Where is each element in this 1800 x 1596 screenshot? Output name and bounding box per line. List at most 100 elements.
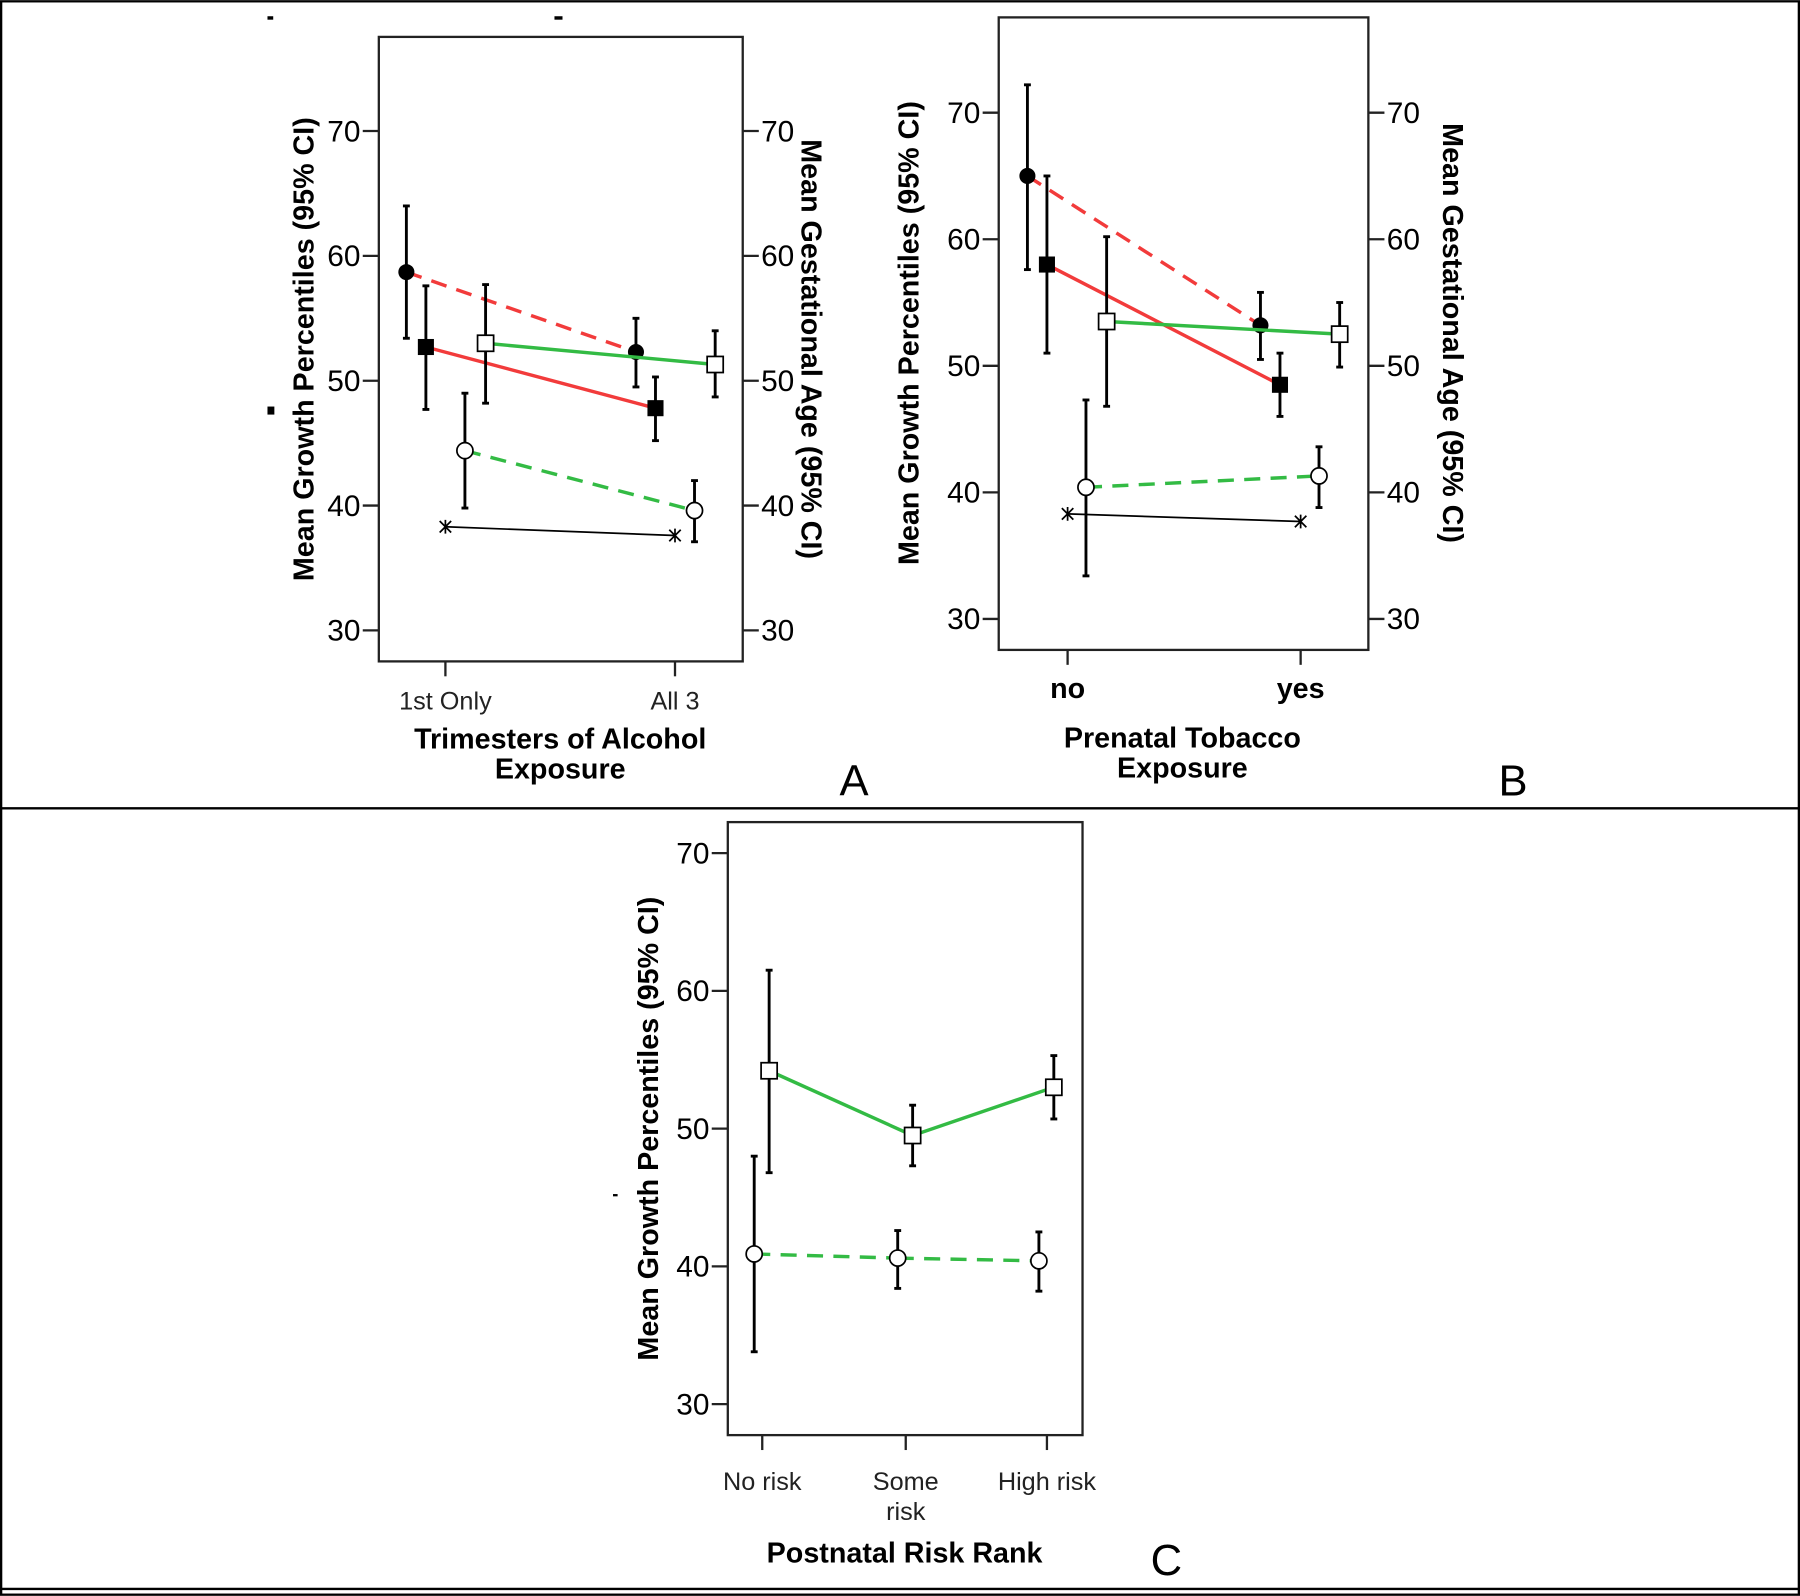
data-point: [760, 1061, 779, 1080]
y2-tick-label: 50: [1387, 350, 1420, 383]
series-line: [485, 341, 716, 367]
y-tick-label: 70: [947, 97, 980, 130]
y2-tick-label: 50: [761, 365, 794, 398]
series-line: [1106, 319, 1340, 336]
y2-tick-label: 70: [1387, 97, 1420, 130]
artifact-mark: [554, 16, 563, 20]
data-point: [1019, 167, 1036, 184]
data-point: [476, 334, 495, 353]
y-tick-label: 70: [327, 115, 360, 148]
panel-a-chart: 30 40 50 60 70 30 40 50 60 70 1st Only All 3: [327, 35, 794, 716]
y2-tick-label: 40: [1387, 477, 1420, 510]
data-point: [1077, 478, 1095, 497]
series-red-dashed-filled-circle: [1019, 83, 1269, 361]
data-point: [1294, 514, 1307, 529]
panel-b-x-axis-title-line2: Exposure: [1117, 752, 1248, 784]
data-point: [417, 338, 434, 356]
x-tick-label: no: [1050, 673, 1085, 705]
series-line: [1085, 474, 1320, 490]
data-point: [456, 441, 474, 460]
series-line: [425, 345, 656, 410]
y2-tick-label: 70: [761, 115, 794, 148]
series-green-dashed-open-circle: [745, 1154, 1048, 1354]
x-tick-label: All 3: [650, 688, 699, 716]
data-point: [1061, 506, 1074, 521]
series-line: [912, 1085, 1055, 1138]
panel-b-y-axis-title: Mean Growth Percentiles (95% CI): [893, 101, 925, 565]
y2-tick-label: 30: [761, 615, 794, 648]
series-green-dashed-open-circle: [456, 391, 704, 544]
series-green-solid-open-square: [1097, 235, 1349, 408]
data-point: [1271, 376, 1289, 393]
series-line: [1026, 174, 1262, 327]
x-tick-label: risk: [886, 1498, 926, 1526]
y-tick-label: 50: [676, 1113, 709, 1146]
y-tick-label: 30: [327, 615, 360, 648]
x-tick-label: Some: [873, 1468, 939, 1496]
y-tick-label: 70: [676, 837, 709, 870]
panel-b-label: B: [1498, 758, 1527, 806]
y-tick-label: 30: [947, 603, 980, 636]
artifact-mark: [267, 16, 274, 20]
series-line: [445, 525, 676, 537]
series-green-dashed-open-circle: [1077, 398, 1328, 578]
panel-c-y-axis-title: Mean Growth Percentiles (95% CI): [633, 897, 665, 1361]
data-point: [1044, 1078, 1063, 1097]
series-green-solid-open-square: [476, 283, 725, 405]
data-point: [1330, 325, 1349, 344]
y-tick-label: 40: [676, 1251, 709, 1284]
series-line: [768, 1069, 914, 1138]
series-line: [464, 448, 695, 513]
y2-tick-label: 60: [761, 240, 794, 273]
y-tick-label: 50: [947, 350, 980, 383]
series-red-solid-filled-square: [417, 284, 664, 443]
artifact-mark: [613, 1194, 618, 1197]
panel-a-label: A: [840, 758, 869, 806]
data-point: [647, 400, 664, 417]
data-point: [439, 519, 452, 534]
series-line: [1067, 513, 1301, 523]
panel-a-y2-axis-title: Mean Gestational Age (95% CI): [794, 139, 826, 559]
data-point: [1310, 467, 1328, 485]
y2-tick-label: 40: [761, 490, 794, 523]
y-tick-label: 30: [676, 1388, 709, 1421]
panel-a-x-axis-title-line2: Exposure: [495, 753, 626, 785]
data-point: [398, 264, 415, 281]
panel-b-chart: 30 40 50 60 70 30 40 50 60 70 no yes: [947, 16, 1420, 705]
data-point: [903, 1126, 922, 1145]
x-tick-label: 1st Only: [399, 688, 492, 716]
artifact-mark: [267, 406, 275, 415]
series-line: [754, 1252, 898, 1260]
data-point: [706, 355, 725, 374]
data-point: [1030, 1251, 1048, 1270]
series-black-thin-asterisk: [439, 519, 682, 543]
series-black-thin-asterisk: [1061, 506, 1307, 529]
x-tick-label: High risk: [998, 1468, 1097, 1496]
y-tick-label: 40: [947, 477, 980, 510]
y-tick-label: 60: [947, 224, 980, 257]
panel-b-x-axis-title-line1: Prenatal Tobacco: [1064, 722, 1301, 754]
data-point: [1038, 256, 1055, 273]
panel-c-label: C: [1151, 1537, 1183, 1585]
y2-tick-label: 30: [1387, 603, 1420, 636]
data-point: [745, 1245, 764, 1263]
y2-tick-label: 60: [1387, 224, 1420, 257]
panel-a-x-axis-title-line1: Trimesters of Alcohol: [414, 724, 706, 756]
series-line: [405, 270, 637, 354]
panel-c-x-axis-title: Postnatal Risk Rank: [767, 1538, 1043, 1570]
panel-a-y-axis-title: Mean Growth Percentiles (95% CI): [288, 117, 320, 581]
series-green-solid-open-square: [760, 968, 1063, 1175]
data-point: [685, 501, 704, 520]
data-point: [1097, 312, 1116, 331]
x-tick-label: No risk: [723, 1468, 802, 1496]
y-tick-label: 60: [676, 975, 709, 1008]
series-line: [897, 1256, 1039, 1263]
y-tick-label: 60: [327, 240, 360, 273]
y-tick-label: 40: [327, 490, 360, 523]
y-tick-label: 50: [327, 365, 360, 398]
data-point: [888, 1249, 907, 1267]
